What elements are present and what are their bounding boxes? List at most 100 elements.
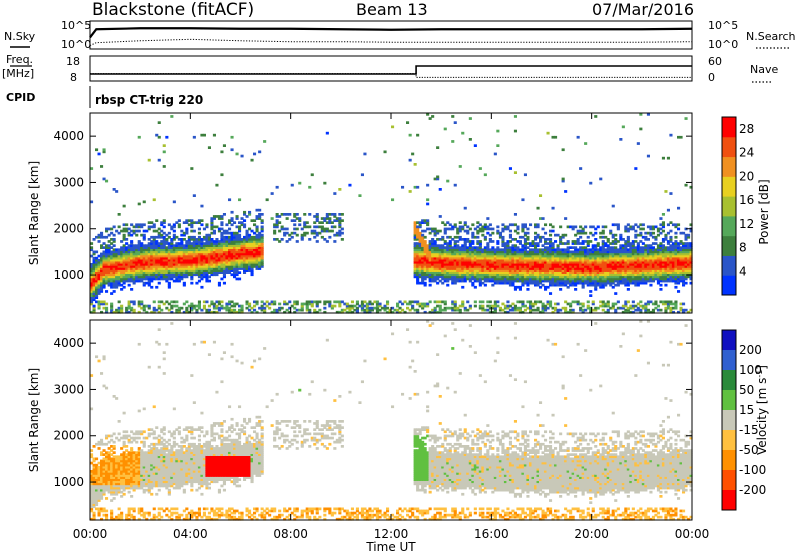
power-cell [288, 233, 292, 237]
power-cell [295, 240, 299, 243]
power-cell [137, 254, 141, 258]
power-cell [185, 310, 189, 314]
power-cell [446, 242, 450, 245]
power-cell [157, 267, 161, 270]
power-cell [386, 300, 390, 304]
power-cell [162, 254, 166, 258]
power-cell [197, 244, 201, 247]
power-cell [147, 281, 151, 285]
power-cell [471, 281, 475, 285]
power-cell [182, 265, 186, 268]
power-cell [142, 256, 146, 260]
power-cell [205, 252, 209, 256]
power-cell [175, 269, 179, 272]
power-cell [243, 267, 247, 270]
power-cell [453, 240, 457, 243]
power-cell [340, 308, 344, 312]
power-cell [172, 267, 176, 270]
power-cell [268, 302, 272, 306]
power-cell [498, 269, 502, 272]
power-cell [483, 254, 487, 258]
power-cell [130, 275, 134, 279]
power-cell [478, 277, 482, 281]
power-cell [471, 260, 475, 264]
power-cell [102, 177, 106, 181]
power-cell [478, 244, 482, 247]
power-cell [260, 235, 264, 239]
power-cell [559, 288, 563, 291]
power-cell [147, 306, 151, 310]
power-cell [122, 281, 126, 285]
power-cell [117, 252, 121, 256]
power-cell [110, 273, 114, 277]
power-cell [433, 248, 437, 252]
power-cell [250, 258, 254, 262]
noise-panel-frame [89, 20, 693, 50]
power-cell [187, 223, 191, 227]
power-cell [220, 256, 224, 260]
power-cell [147, 246, 151, 249]
power-cell [443, 127, 447, 131]
power-cell [285, 302, 289, 306]
power-cell [125, 238, 129, 241]
power-cell [197, 258, 201, 262]
power-cell [305, 221, 309, 224]
power-cell [416, 248, 420, 252]
power-cell [458, 227, 462, 231]
power-cell [418, 246, 422, 249]
power-cell [413, 250, 417, 254]
power-cell [471, 246, 475, 249]
power-cell [107, 279, 111, 283]
nsky-label: N.Sky [4, 30, 36, 43]
power-cell [152, 244, 156, 247]
power-cell [160, 240, 164, 243]
power-cell [466, 263, 470, 266]
power-cell [210, 219, 214, 222]
power-cell [95, 281, 99, 285]
power-cell [220, 267, 224, 270]
power-cell [167, 256, 171, 260]
power-cell [248, 242, 252, 245]
power-cell [127, 227, 131, 231]
power-cell [110, 281, 114, 285]
power-cell [619, 138, 623, 141]
power-cell [125, 223, 129, 227]
power-cell [177, 256, 181, 260]
power-cell [230, 217, 234, 220]
power-cell [245, 252, 249, 256]
power-cell [433, 256, 437, 260]
power-cell [503, 265, 507, 268]
power-cell [418, 252, 422, 256]
power-cell [145, 281, 149, 285]
power-cell [112, 244, 116, 247]
power-cell [483, 250, 487, 254]
power-cell [112, 267, 116, 270]
power-cell [160, 221, 164, 224]
power-cell [303, 233, 307, 237]
power-cell [115, 263, 119, 266]
power-cell [463, 258, 467, 262]
power-cell [491, 267, 495, 270]
power-cell [230, 235, 234, 239]
power-cell [426, 252, 430, 256]
power-cell [493, 250, 497, 254]
power-cell [438, 265, 442, 268]
power-cell [320, 221, 324, 224]
power-cell [478, 275, 482, 279]
power-cell [488, 254, 492, 258]
power-cell [473, 273, 477, 277]
power-cell [453, 300, 457, 304]
power-cell [323, 229, 327, 233]
power-cell [175, 250, 179, 254]
power-cell [122, 246, 126, 249]
power-cell [220, 244, 224, 247]
power-cell [112, 285, 116, 289]
power-cell [100, 285, 104, 289]
power-cell [217, 308, 221, 312]
power-cell [318, 231, 322, 235]
power-cell [102, 265, 106, 268]
noise-tick-right-bottom: 10^0 [708, 38, 738, 51]
power-cell [433, 265, 437, 268]
power-cell [238, 229, 242, 233]
power-cell [451, 254, 455, 258]
